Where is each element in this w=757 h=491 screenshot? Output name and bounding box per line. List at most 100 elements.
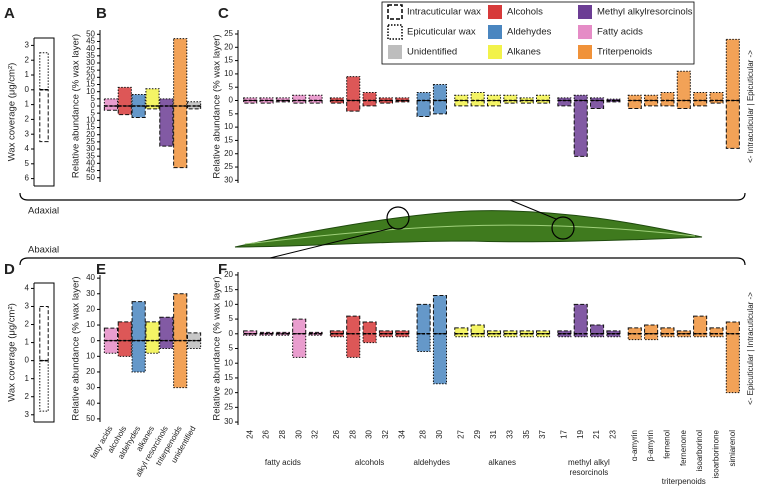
x-tick-label: 29 bbox=[473, 429, 482, 438]
bar-lower bbox=[362, 100, 377, 107]
y-tick-label: 5 bbox=[91, 108, 96, 117]
bar-upper bbox=[243, 330, 258, 335]
y-axis-label: Wax coverage (μg/cm²) bbox=[7, 63, 18, 162]
y-tick-label: 20 bbox=[86, 305, 95, 314]
bar-upper bbox=[395, 330, 410, 335]
y-tick-label: 1 bbox=[25, 70, 30, 79]
y-tick-label: 35 bbox=[86, 51, 95, 60]
bar-upper bbox=[709, 327, 724, 335]
y-tick-label: 6 bbox=[25, 174, 30, 183]
x-tick-label: 28 bbox=[419, 429, 428, 438]
y-tick-label: 3 bbox=[25, 41, 30, 50]
side-label: <- Epicuticular | Intracuticular -> bbox=[746, 292, 755, 405]
bar-upper bbox=[308, 94, 323, 102]
bar-lower bbox=[557, 100, 572, 107]
bar-lower bbox=[117, 105, 132, 116]
bar-lower bbox=[346, 100, 361, 112]
y-tick-label: 20 bbox=[86, 367, 95, 376]
bar-upper bbox=[470, 324, 485, 335]
y-tick-label: 25 bbox=[86, 65, 95, 74]
y-tick-label: 20 bbox=[224, 42, 233, 51]
y-tick-label: 0 bbox=[229, 96, 234, 105]
y-tick-label: 10 bbox=[86, 351, 95, 360]
y-tick-label: 50 bbox=[86, 29, 95, 38]
bar-upper bbox=[103, 98, 119, 107]
bar-upper bbox=[573, 94, 588, 102]
y-tick-label: 40 bbox=[86, 273, 95, 282]
bar-upper bbox=[416, 303, 431, 335]
y-tick-label: 40 bbox=[86, 158, 95, 167]
bar-upper bbox=[519, 330, 534, 335]
connector bbox=[509, 199, 557, 220]
zoom-circle bbox=[551, 216, 575, 240]
y-tick-label: 30 bbox=[224, 175, 233, 184]
bar-upper bbox=[145, 321, 160, 342]
x-tick-label: 33 bbox=[505, 429, 514, 438]
panel-label: C bbox=[218, 5, 229, 22]
y-tick-label: 10 bbox=[86, 87, 95, 96]
bar-upper bbox=[486, 94, 502, 102]
bar-lower bbox=[416, 100, 431, 117]
bar-upper bbox=[486, 330, 502, 335]
leaf bbox=[234, 210, 703, 248]
bar-lower bbox=[159, 340, 174, 349]
y-tick-label: 15 bbox=[224, 56, 233, 65]
y-tick-label: 20 bbox=[224, 270, 233, 279]
y-tick-label: 25 bbox=[224, 29, 233, 38]
bar-upper bbox=[644, 94, 659, 102]
y-tick-label: 20 bbox=[86, 72, 95, 81]
frame bbox=[34, 37, 55, 187]
group-label: triterpenoids bbox=[661, 477, 706, 486]
x-tick-label: β-amyrin bbox=[646, 430, 655, 461]
x-tick-label: 30 bbox=[365, 429, 374, 438]
x-tick-label: 30 bbox=[435, 429, 444, 438]
panel-label: E bbox=[96, 261, 106, 278]
x-tick-label: 28 bbox=[278, 429, 287, 438]
legend-swatch bbox=[488, 25, 502, 39]
bar-upper bbox=[590, 324, 605, 335]
bar-upper bbox=[145, 88, 160, 107]
y-tick-label: 5 bbox=[229, 82, 234, 91]
panel-label: B bbox=[96, 5, 107, 22]
x-tick-label: fernenol bbox=[663, 430, 672, 459]
x-tick-label: 26 bbox=[332, 429, 341, 438]
bar-upper bbox=[103, 327, 119, 342]
panel-label: D bbox=[4, 261, 15, 278]
side-label: <- Intracuticular | Epicuticular -> bbox=[746, 50, 755, 163]
bar-lower bbox=[416, 333, 431, 352]
bracket-top bbox=[19, 192, 746, 201]
bar-lower bbox=[131, 340, 146, 373]
bar-upper bbox=[573, 303, 588, 335]
x-tick-label: 31 bbox=[489, 429, 498, 438]
legend-label: Methyl alkylresorcinols bbox=[597, 7, 693, 18]
frame bbox=[34, 282, 55, 423]
bar-upper bbox=[627, 94, 642, 102]
bar-upper bbox=[535, 94, 551, 102]
bar-lower bbox=[627, 100, 642, 109]
bar-lower bbox=[173, 340, 188, 389]
bar-upper bbox=[725, 38, 740, 102]
x-tick-label: 27 bbox=[456, 429, 465, 438]
bar-upper bbox=[676, 330, 691, 335]
bar-lower bbox=[725, 100, 740, 149]
y-tick-label: 0 bbox=[229, 329, 234, 338]
connector bbox=[269, 227, 393, 259]
bar-lower bbox=[145, 340, 160, 354]
y-tick-label: 10 bbox=[224, 358, 233, 367]
bar-upper bbox=[159, 316, 174, 342]
y-tick-label: 5 bbox=[91, 94, 96, 103]
y-tick-label: 15 bbox=[86, 80, 95, 89]
x-tick-label: 23 bbox=[609, 429, 618, 438]
bar-lower bbox=[486, 100, 502, 107]
bar-lower bbox=[39, 89, 49, 143]
bar-upper bbox=[292, 94, 307, 102]
legend-swatch bbox=[388, 45, 402, 59]
y-tick-label: 50 bbox=[86, 414, 95, 423]
y-tick-label: 40 bbox=[86, 44, 95, 53]
x-tick-label: fernenone bbox=[679, 429, 688, 466]
y-tick-label: 30 bbox=[86, 289, 95, 298]
bar-upper bbox=[557, 330, 572, 335]
y-tick-label: 2 bbox=[25, 392, 30, 401]
